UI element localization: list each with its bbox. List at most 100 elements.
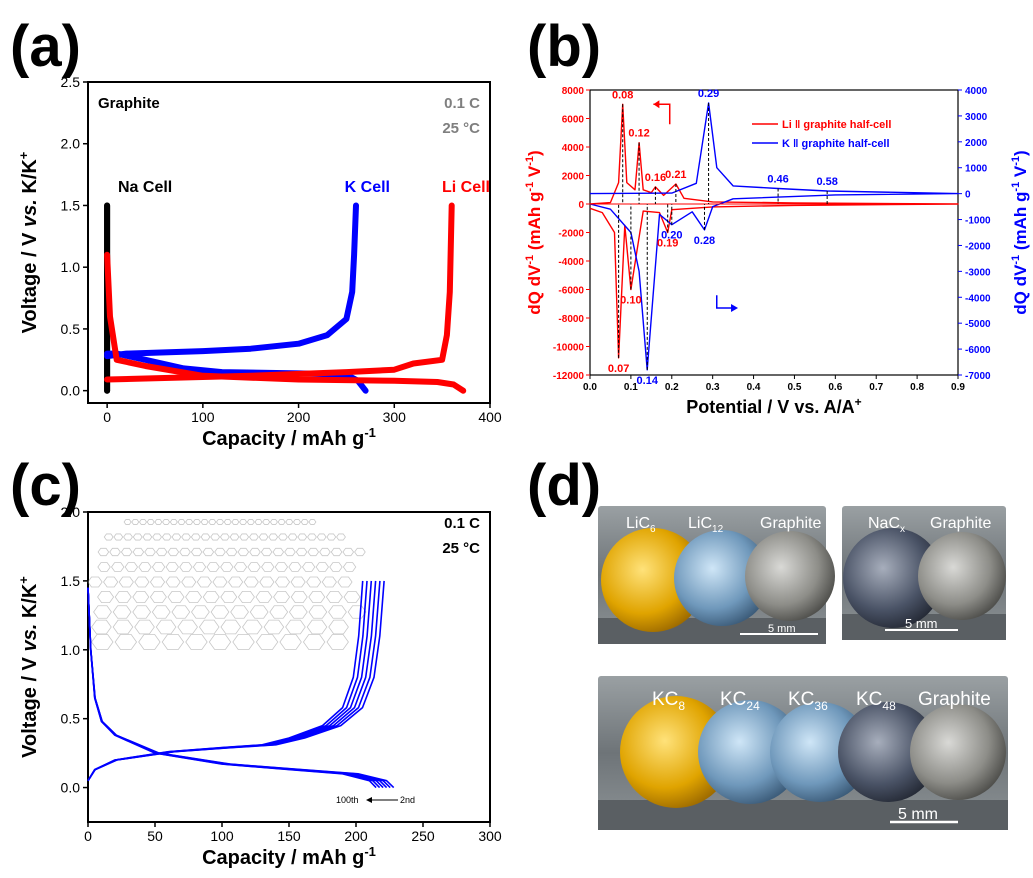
arrow-right-axis	[716, 295, 736, 309]
y-tick-label: 1.0	[61, 259, 81, 275]
annotation-temp: 25 °C	[442, 540, 480, 557]
y-tick-label: 0.5	[61, 711, 81, 727]
y-tick-label: 1.5	[61, 197, 81, 213]
x-tick-label: 100	[210, 828, 234, 844]
panel-label-d: (d)	[527, 453, 601, 518]
x-tick-label: 0.2	[665, 382, 679, 393]
label-lic6: LiC6	[626, 515, 656, 535]
peak-label: 0.21	[665, 169, 686, 181]
y-right-tick-label: 1000	[965, 164, 988, 175]
chart-c: 0 50 100 150 200 250 300 0.0 0.5 1.0 1.5 2.0 Capacit…	[16, 504, 502, 869]
annotation-rate: 0.1 C	[444, 515, 480, 532]
disc-graphite-3	[910, 704, 1006, 800]
x-tick-label: 0.8	[910, 382, 924, 393]
cycle-curve	[87, 580, 364, 782]
y-tick-label: 0.0	[61, 780, 81, 796]
x-tick-label: 0	[84, 828, 92, 844]
label-lic12: LiC12	[688, 515, 724, 535]
disc-kc48	[838, 702, 938, 802]
cycle-to-label: 2nd	[400, 795, 415, 805]
series-charge	[104, 202, 359, 360]
panel-label-b: (b)	[527, 14, 601, 79]
label-kc36: KC36	[788, 689, 828, 713]
peak-label: 0.29	[698, 88, 719, 100]
panel-label-a: (a)	[10, 14, 81, 79]
y-left-tick-label: -12000	[553, 371, 585, 382]
y-right-axis-label: dQ dV-1 (mAh g-1 V-1)	[1010, 150, 1030, 314]
y-right-tick-label: -2000	[965, 241, 991, 252]
x-tick-label: 200	[287, 409, 311, 425]
y-left-tick-label: 4000	[562, 143, 585, 154]
cycle-from-label: 100th	[336, 795, 359, 805]
peak-label: 0.12	[628, 128, 649, 140]
x-tick-label: 50	[147, 828, 163, 844]
y-tick-label: 2.0	[61, 504, 81, 520]
x-tick-label: 300	[383, 409, 407, 425]
disc-nacx	[843, 528, 943, 628]
x-tick-label: 0.1	[624, 382, 638, 393]
y-tick-label: 1.5	[61, 573, 81, 589]
x-tick-label: 100	[191, 409, 215, 425]
y-left-axis-label: dQ dV-1 (mAh g-1 V-1)	[524, 150, 544, 314]
y-left-tick-label: 2000	[562, 172, 585, 183]
cycle-curve	[87, 580, 381, 782]
x-axis-label: Potential / V vs. A/A+	[686, 395, 861, 417]
y-right-tick-label: -1000	[965, 216, 991, 227]
annotation-temp: 25 °C	[442, 120, 480, 137]
label-graphite-2: Graphite	[930, 515, 991, 532]
x-tick-label: 0.0	[583, 382, 597, 393]
panel-label-c: (c)	[10, 453, 81, 518]
series-charge	[104, 202, 455, 383]
y-tick-label: 1.0	[61, 642, 81, 658]
disc-lic12	[674, 530, 770, 626]
x-tick-label: 0.6	[828, 382, 842, 393]
label-kc48: KC48	[856, 689, 896, 713]
peak-label: 0.28	[694, 235, 715, 247]
x-axis-label: Capacity / mAh g-1	[202, 844, 376, 869]
label-kc24: KC24	[720, 689, 760, 713]
peak-label: 0.19	[657, 238, 678, 250]
y-tick-label: 0.5	[61, 321, 81, 337]
y-left-tick-label: -8000	[558, 314, 584, 325]
disc-graphite-1	[745, 531, 835, 621]
arrow-left-axis	[653, 103, 671, 125]
label-graphite-3: Graphite	[918, 689, 991, 710]
series-line	[589, 103, 959, 359]
y-right-tick-label: 3000	[965, 112, 988, 123]
chart-a: 0 100 200 300 400 0.0 0.5 1.0 1.5 2.0 2.5 Capacity …	[16, 74, 502, 450]
x-tick-label: 250	[411, 828, 435, 844]
disc-graphite-2	[918, 532, 1006, 620]
cycle-curve	[87, 587, 395, 789]
peak-label: 0.46	[767, 173, 788, 185]
photo-top-right: NaCx Graphite 5 mm	[842, 506, 1006, 640]
y-right-tick-label: -4000	[965, 293, 991, 304]
annotation-rate: 0.1 C	[444, 95, 480, 112]
plot-frame	[87, 81, 491, 404]
legend-label-li: Li ǁ graphite half-cell	[782, 119, 891, 131]
graphene-lattice-icon	[87, 519, 367, 650]
arrow-right-head	[731, 304, 739, 313]
y-left-tick-label: 6000	[562, 115, 585, 126]
peak-label: 0.20	[661, 230, 682, 242]
cycle-arrow-head	[366, 797, 372, 803]
annotation-material: Graphite	[98, 95, 160, 112]
peak-label: 0.58	[816, 176, 837, 188]
label-nacx: NaCx	[868, 515, 905, 535]
cycle-curve	[87, 580, 385, 782]
y-right-tick-label: 4000	[965, 86, 988, 97]
y-right-tick-label: 2000	[965, 138, 988, 149]
x-tick-label: 200	[344, 828, 368, 844]
x-tick-label: 0.3	[706, 382, 720, 393]
y-right-tick-label: -3000	[965, 267, 991, 278]
x-tick-label: 0.7	[869, 382, 883, 393]
chart-b: 0.0 0.1 0.2 0.3 0.4 0.5 0.6 0.7 0.8 0.9 -12000 -100…	[524, 86, 1030, 417]
y-right-tick-label: -5000	[965, 319, 991, 330]
y-left-tick-label: -10000	[553, 343, 585, 354]
photo-top-left: LiC6 LiC12 Graphite 5 mm	[598, 506, 835, 644]
y-left-tick-label: -2000	[558, 229, 584, 240]
y-left-tick-label: -4000	[558, 257, 584, 268]
x-tick-label: 0	[103, 409, 111, 425]
x-tick-label: 150	[277, 828, 301, 844]
series-line	[589, 102, 959, 371]
legend-label-k: K ǁ graphite half-cell	[782, 138, 890, 150]
